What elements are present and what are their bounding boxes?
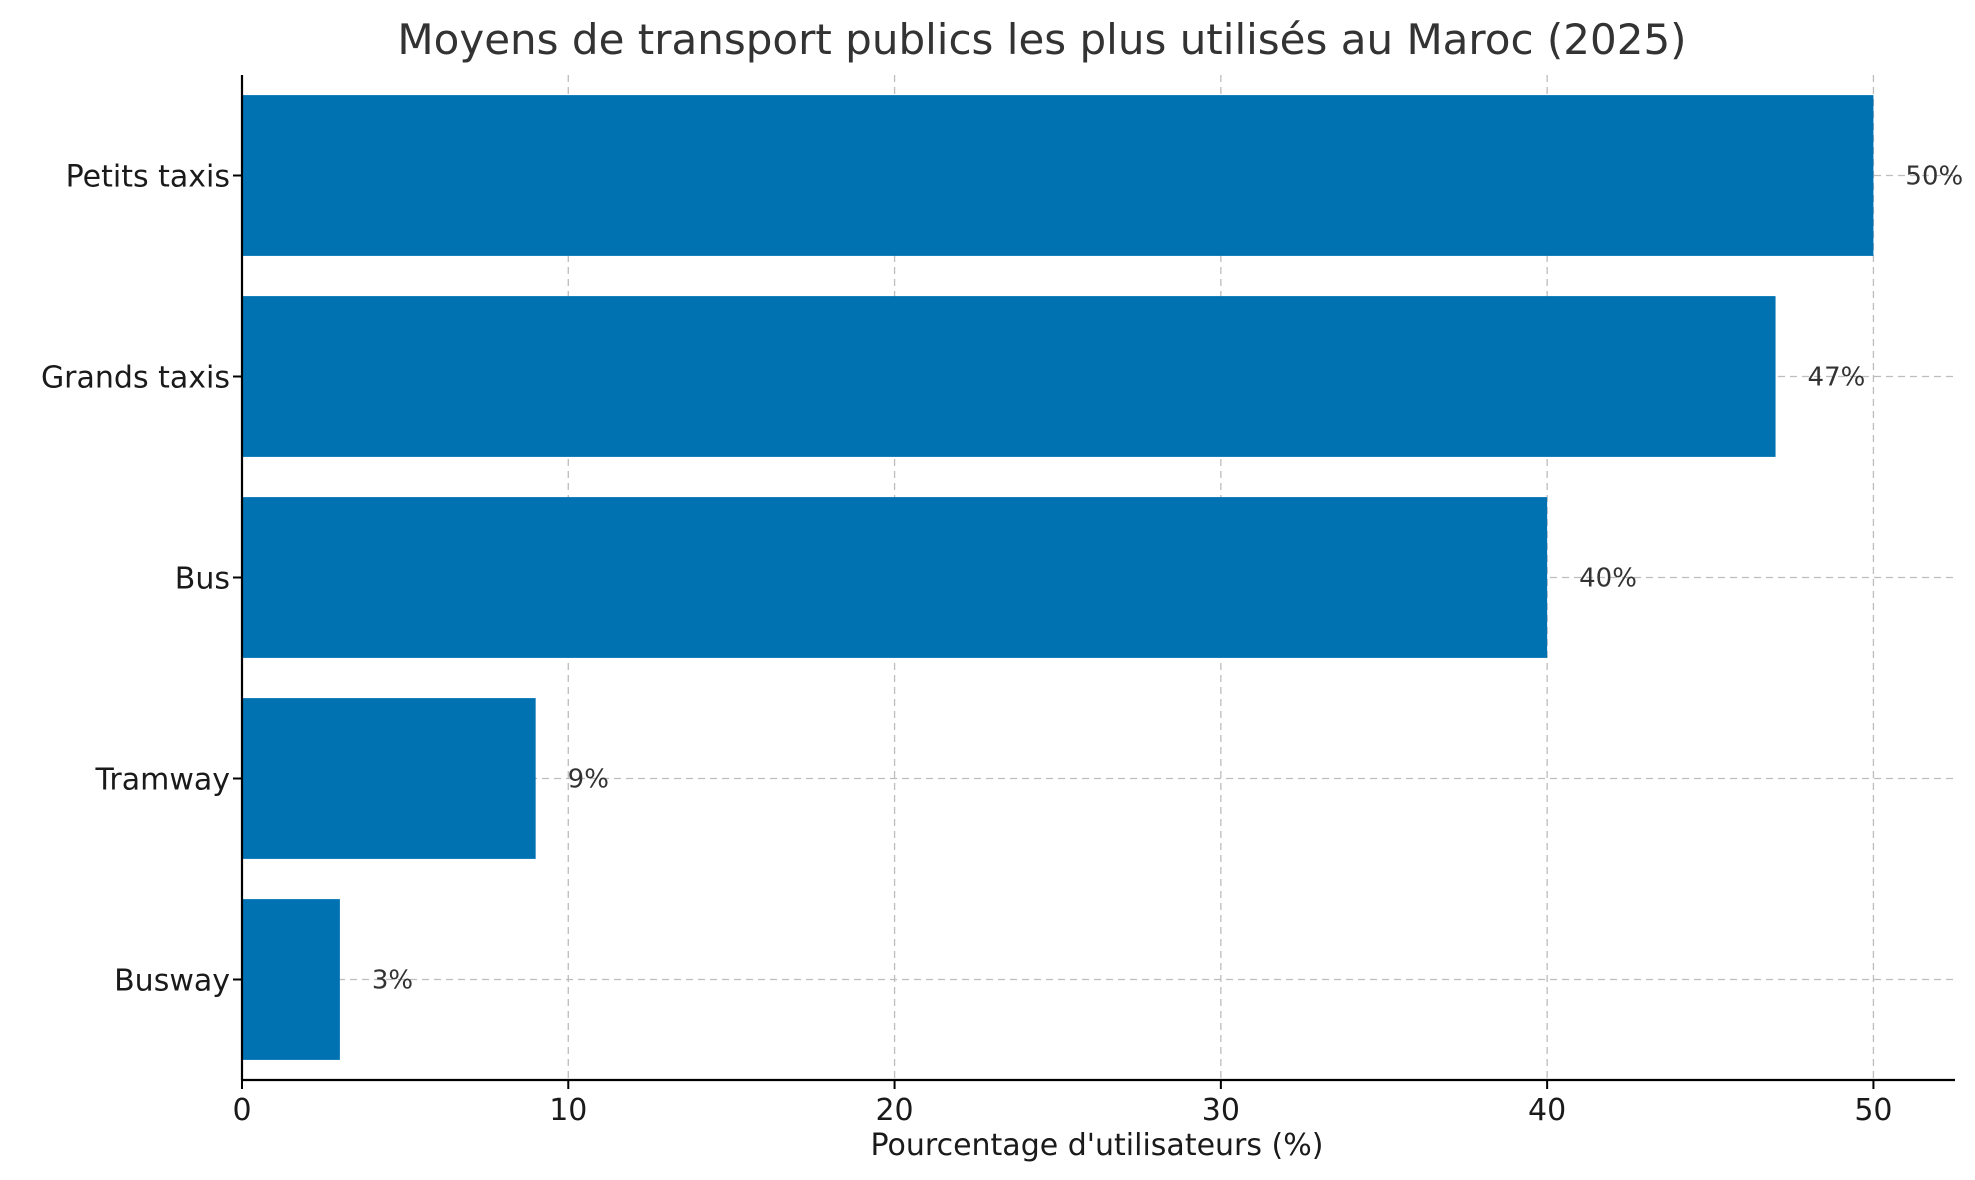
category-label-3: Tramway	[94, 763, 230, 798]
bar-3	[242, 698, 536, 859]
value-label-0: 50%	[1905, 162, 1963, 192]
labels: 0 10 20 30 40 50 Petits taxis Grands taxis Bus Tr…	[41, 160, 1963, 1129]
value-label-3: 9%	[568, 765, 609, 795]
x-tick-label-0: 0	[232, 1093, 251, 1128]
x-tick-label-1: 10	[549, 1093, 587, 1128]
x-tick-label-2: 20	[875, 1093, 913, 1128]
bar-4	[242, 899, 340, 1060]
bar-2	[242, 497, 1548, 658]
value-label-4: 3%	[372, 966, 413, 996]
bars	[242, 95, 1874, 1060]
x-axis-title: Pourcentage d'utilisateurs (%)	[871, 1128, 1324, 1163]
x-tick-label-3: 30	[1202, 1093, 1240, 1128]
category-label-4: Busway	[114, 964, 230, 999]
x-tick-label-4: 40	[1528, 1093, 1566, 1128]
bar-0	[242, 95, 1874, 256]
axes	[233, 75, 1955, 1089]
value-label-1: 47%	[1808, 363, 1866, 393]
bar-1	[242, 296, 1776, 457]
category-label-2: Bus	[175, 562, 230, 597]
x-tick-label-5: 50	[1854, 1093, 1892, 1128]
chart-title: Moyens de transport publics les plus uti…	[397, 15, 1686, 64]
value-label-2: 40%	[1579, 564, 1637, 594]
category-label-0: Petits taxis	[66, 160, 230, 195]
category-label-1: Grands taxis	[41, 361, 230, 396]
